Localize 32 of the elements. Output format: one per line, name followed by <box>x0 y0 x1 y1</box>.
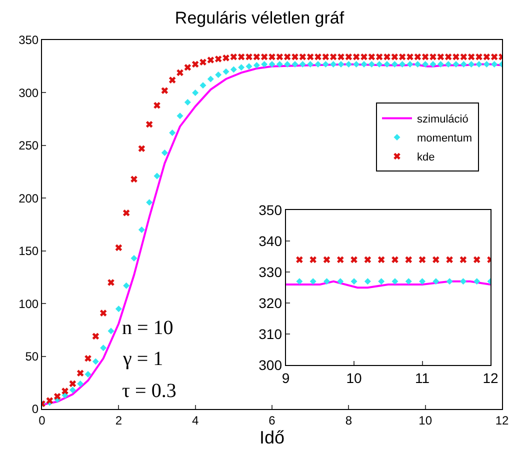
y-tick-label: 350 <box>258 202 282 218</box>
x-axis-title: Idő <box>259 427 285 448</box>
y-tick-label: 300 <box>258 356 282 373</box>
x-tick-label: 2 <box>115 413 122 428</box>
legend-label: szimuláció <box>417 114 468 126</box>
chart-title: Reguláris véletlen gráf <box>174 8 344 28</box>
x-tick-label: 12 <box>482 370 498 386</box>
x-tick-label: 4 <box>192 413 199 428</box>
annotation: τ = 0.3 <box>122 380 176 402</box>
y-tick-label: 50 <box>25 349 39 364</box>
y-tick-label: 310 <box>258 326 282 342</box>
y-tick-label: 250 <box>18 138 39 153</box>
y-tick-label: 350 <box>18 33 39 48</box>
x-tick-label: 10 <box>418 413 432 428</box>
y-tick-label: 0 <box>32 402 39 416</box>
x-tick-label: 10 <box>346 370 362 386</box>
y-tick-label: 300 <box>18 86 39 100</box>
x-tick-label: 8 <box>345 413 352 428</box>
y-tick-label: 150 <box>18 244 39 258</box>
annotation: n = 10 <box>122 317 174 339</box>
y-tick-label: 330 <box>258 264 282 280</box>
y-tick-label: 100 <box>18 296 39 311</box>
x-tick-label: 11 <box>414 370 430 386</box>
legend-label: momentum <box>417 132 472 145</box>
y-tick-label: 320 <box>258 295 282 311</box>
x-tick-label: 6 <box>268 413 276 428</box>
annotation: γ = 1 <box>122 348 164 370</box>
y-tick-label: 340 <box>258 233 282 250</box>
x-tick-label: 12 <box>495 413 509 428</box>
legend-label: kde <box>417 152 435 164</box>
x-tick-label: 9 <box>282 370 290 386</box>
y-tick-label: 200 <box>18 191 39 206</box>
